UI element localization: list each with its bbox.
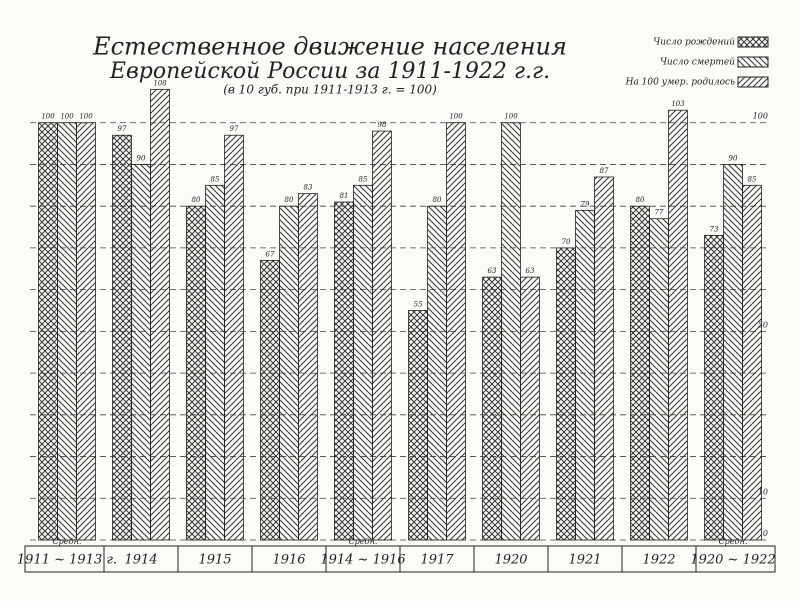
category-note: Средн.	[53, 537, 82, 546]
bar	[279, 205, 299, 541]
bar	[38, 122, 58, 541]
value-label: 80	[192, 196, 201, 204]
bar	[520, 276, 540, 541]
value-label: 97	[230, 125, 239, 133]
bar	[575, 209, 595, 541]
y-tick-label: 100	[753, 112, 768, 121]
bar	[723, 164, 743, 541]
y-tick-label: 0	[763, 529, 768, 538]
bar	[76, 122, 96, 541]
value-label: 77	[655, 209, 664, 217]
bar	[594, 176, 614, 541]
x-tick-label: 1917	[420, 553, 454, 568]
bar	[427, 205, 447, 541]
bar	[408, 310, 428, 541]
value-label: 90	[137, 154, 146, 162]
x-tick-label: 1922	[642, 553, 675, 568]
value-label: 79	[581, 200, 590, 208]
chart-subtitle: Европейской России за 1911-1922 г.г.	[109, 59, 550, 84]
bar	[186, 205, 206, 541]
bar	[372, 130, 392, 541]
value-label: 100	[504, 113, 518, 121]
x-tick-label: 1920 ~ 1922	[690, 553, 775, 568]
value-label: 81	[340, 192, 349, 200]
value-label: 87	[600, 167, 609, 175]
category-note: Средн.	[719, 537, 748, 546]
value-label: 97	[118, 125, 127, 133]
x-tick-label: 1911 ~ 1913 г.	[17, 553, 117, 568]
category-note: Средн.	[349, 537, 378, 546]
x-tick-label: 1914	[124, 553, 157, 568]
bar	[649, 218, 669, 541]
value-label: 98	[378, 121, 387, 129]
bar	[112, 134, 132, 541]
value-label: 63	[526, 267, 535, 275]
bar	[150, 88, 170, 541]
value-label: 85	[748, 175, 757, 183]
chart-title: Естественное движение населения	[92, 33, 567, 61]
value-label: 80	[433, 196, 442, 204]
value-label: 90	[729, 154, 738, 162]
bar	[482, 276, 502, 541]
bar	[57, 122, 77, 541]
x-tick-label: 1920	[494, 553, 527, 568]
value-label: 55	[414, 301, 423, 309]
legend-swatch	[737, 36, 769, 48]
bar	[742, 184, 762, 541]
legend-label: Число рождений	[653, 38, 735, 48]
legend-swatch	[737, 76, 769, 88]
value-label: 63	[488, 267, 497, 275]
bar	[260, 260, 280, 541]
y-tick-label: 10	[758, 487, 768, 496]
legend-label: На 100 умер. родилось	[625, 78, 735, 88]
bar	[334, 201, 354, 541]
legend-swatch	[737, 56, 769, 68]
chart-note: (в 10 губ. при 1911-1913 г. = 100)	[223, 83, 437, 97]
bar	[205, 184, 225, 541]
value-label: 67	[266, 250, 275, 258]
bar	[704, 234, 724, 541]
x-tick-label: 1916	[272, 553, 305, 568]
legend-label: Число смертей	[660, 58, 735, 68]
value-label: 85	[211, 175, 220, 183]
x-tick-label: 1921	[568, 553, 601, 568]
bar	[131, 164, 151, 541]
bar	[353, 184, 373, 541]
value-label: 100	[449, 113, 463, 121]
bar	[224, 134, 244, 541]
value-label: 103	[671, 100, 685, 108]
value-label: 100	[60, 113, 74, 121]
x-tick-label: 1914 ~ 1916	[320, 553, 405, 568]
bar	[501, 122, 521, 541]
value-label: 108	[153, 79, 167, 87]
value-label: 83	[304, 184, 313, 192]
value-label: 73	[710, 225, 719, 233]
y-tick-label: 50	[758, 320, 768, 329]
value-label: 100	[41, 113, 55, 121]
value-label: 70	[562, 238, 571, 246]
bar	[630, 205, 650, 541]
value-label: 80	[285, 196, 294, 204]
value-label: 100	[79, 113, 93, 121]
x-tick-label: 1915	[198, 553, 231, 568]
bar	[298, 193, 318, 541]
value-label: 85	[359, 175, 368, 183]
bar	[556, 247, 576, 541]
bar	[668, 109, 688, 541]
value-label: 80	[636, 196, 645, 204]
bar	[446, 122, 466, 541]
